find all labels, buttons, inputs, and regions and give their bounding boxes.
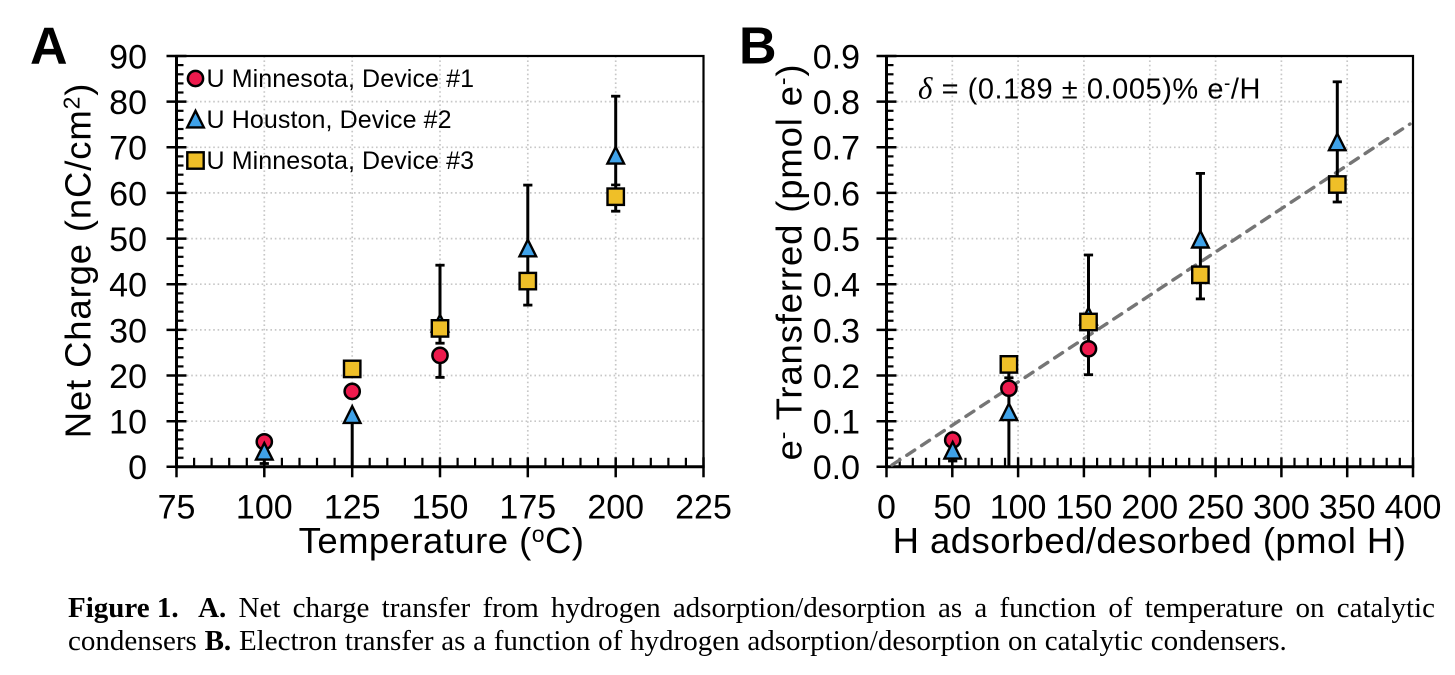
- svg-text:U Minnesota, Device #3: U Minnesota, Device #3: [207, 147, 475, 175]
- svg-text:20: 20: [109, 358, 147, 396]
- svg-text:0.9: 0.9: [813, 38, 860, 76]
- svg-text:90: 90: [109, 38, 147, 76]
- svg-text:e- Transferred (pmol e-): e- Transferred (pmol e-): [769, 64, 810, 461]
- svg-text:50: 50: [933, 489, 971, 527]
- svg-text:300: 300: [1253, 489, 1310, 527]
- svg-text:A: A: [30, 18, 68, 76]
- svg-text:150: 150: [412, 489, 469, 527]
- svg-text:400: 400: [1385, 489, 1442, 527]
- svg-text:0: 0: [128, 449, 147, 487]
- svg-text:0.4: 0.4: [813, 267, 860, 305]
- svg-text:0.8: 0.8: [813, 84, 860, 122]
- svg-text:Net Charge (nC/cm2): Net Charge (nC/cm2): [58, 83, 99, 439]
- svg-text:Temperature (oC): Temperature (oC): [299, 520, 585, 561]
- svg-text:80: 80: [109, 84, 147, 122]
- svg-text:40: 40: [109, 267, 147, 305]
- svg-text:0.6: 0.6: [813, 175, 860, 213]
- svg-text:10: 10: [109, 404, 147, 442]
- svg-text:H adsorbed/desorbed (pmol H): H adsorbed/desorbed (pmol H): [893, 520, 1407, 561]
- svg-text:250: 250: [1187, 489, 1244, 527]
- svg-text:350: 350: [1319, 489, 1376, 527]
- svg-text:0.0: 0.0: [813, 449, 860, 487]
- svg-text:U Minnesota, Device #1: U Minnesota, Device #1: [207, 65, 475, 93]
- svg-text:U Houston, Device #2: U Houston, Device #2: [207, 106, 452, 134]
- svg-text:0: 0: [877, 489, 896, 527]
- svg-text:0.5: 0.5: [813, 221, 860, 259]
- svg-text:75: 75: [158, 489, 196, 527]
- svg-text:0.2: 0.2: [813, 358, 860, 396]
- svg-text:B: B: [739, 18, 777, 76]
- svg-text:225: 225: [675, 489, 732, 527]
- svg-text:200: 200: [587, 489, 644, 527]
- svg-text:150: 150: [1056, 489, 1113, 527]
- svg-text:100: 100: [236, 489, 293, 527]
- svg-text:100: 100: [990, 489, 1047, 527]
- svg-text:60: 60: [109, 175, 147, 213]
- svg-text:δ = (0.189 ± 0.005)% e-/H: δ = (0.189 ± 0.005)% e-/H: [918, 71, 1261, 106]
- svg-text:70: 70: [109, 130, 147, 168]
- svg-text:175: 175: [499, 489, 556, 527]
- svg-text:0.1: 0.1: [813, 404, 860, 442]
- svg-text:0.7: 0.7: [813, 130, 860, 168]
- svg-text:30: 30: [109, 312, 147, 350]
- svg-text:50: 50: [109, 221, 147, 259]
- svg-text:125: 125: [324, 489, 381, 527]
- svg-text:0.3: 0.3: [813, 312, 860, 350]
- svg-text:200: 200: [1121, 489, 1178, 527]
